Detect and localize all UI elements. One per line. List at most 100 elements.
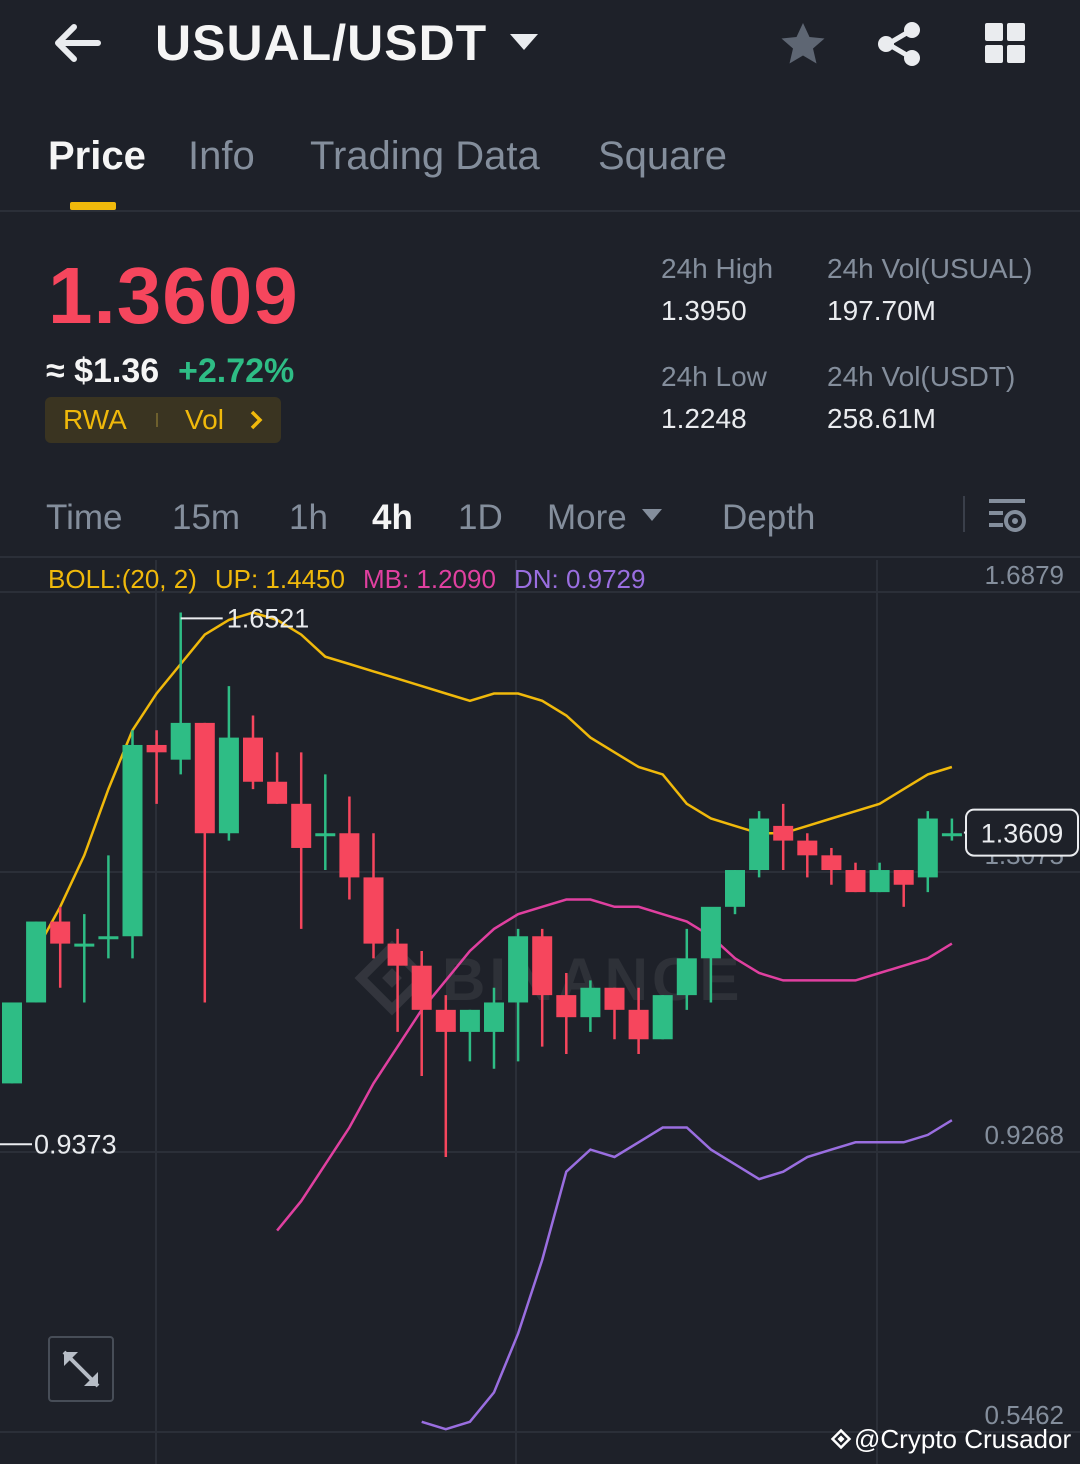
current-price-label: 1.3609 [981,819,1064,849]
candle [435,995,456,1157]
vol-quote-value: 258.61M [827,403,936,434]
current-price-box[interactable] [965,808,1079,857]
candle-body [821,855,842,871]
candle-body [556,995,577,1018]
interval-bar: Time 15m 1h 4h 1D More Depth [0,478,1080,558]
candle-body [98,936,119,940]
caret-down-icon[interactable] [508,30,540,54]
interval-depth[interactable]: Depth [722,498,816,537]
candle [797,833,818,878]
candle [676,928,697,1010]
chart-settings-icon[interactable] [986,494,1030,538]
candle [315,774,336,871]
candle [194,722,215,1003]
candle-body [700,906,721,959]
candle [170,612,191,775]
candle-body [845,870,866,893]
candle [98,855,119,959]
interval-divider [963,496,965,532]
diamond-logo-icon [830,1428,852,1450]
candle-body [893,870,914,885]
high-value: 1.3950 [661,295,747,326]
interval-4h[interactable]: 4h [372,498,413,537]
candle-body [411,965,432,1010]
candle-body [267,781,288,804]
candle [604,987,625,1040]
interval-more[interactable]: More [547,498,627,537]
candle-body [2,1002,22,1084]
tag-vol[interactable]: Vol [185,404,224,435]
star-icon[interactable] [778,20,828,68]
candle-body [218,737,239,834]
candle-body [122,744,143,937]
candle [26,921,47,1003]
back-arrow-icon[interactable] [48,18,104,68]
caret-down-icon[interactable] [640,506,664,524]
candle-body [941,833,962,837]
candle [700,906,721,1003]
candle-body [484,1002,504,1032]
last-price: 1.3609 [48,251,299,340]
boll-name: BOLL:(20, 2) [48,564,197,594]
tab-trading-data[interactable]: Trading Data [310,134,540,178]
boll-upper-line [35,611,953,952]
candle [50,906,71,988]
candle-body [532,936,553,996]
candle-body [26,921,47,1003]
candle-body [580,987,601,1018]
candle-body [773,825,794,841]
low-value: 1.2248 [661,403,747,434]
candle [267,752,288,804]
main-tabs: Price Info Trading Data Square [0,120,1080,212]
expand-icon [62,1350,100,1388]
active-tab-indicator [70,202,116,210]
candle-body [797,840,818,856]
candle [749,811,770,878]
price-chart[interactable]: BINANCE 1.68791.30750.92680.54621.65210.… [0,560,1080,1464]
fullscreen-button[interactable] [48,1336,114,1402]
watermark-text: @Crypto Crusador [854,1424,1072,1454]
boll-legend[interactable]: BOLL:(20, 2) UP: 1.4450 MB: 1.2090 DN: 0.97… [48,564,663,595]
bollinger-bands [35,611,953,1431]
candles [2,612,962,1157]
vol-base-label: 24h Vol(USUAL) [827,253,1033,284]
tab-info[interactable]: Info [188,134,255,178]
candle-body [459,1009,480,1032]
candle [459,1009,480,1062]
tab-square[interactable]: Square [598,134,727,178]
boll-dn: DN: 0.9729 [513,564,646,594]
chevron-right-icon [250,410,263,430]
interval-time[interactable]: Time [46,498,123,537]
grid-icon[interactable] [980,20,1030,68]
tag-pill[interactable]: RWA Vol [45,397,281,443]
boll-mb: MB: 1.2090 [362,564,496,594]
candle [941,818,962,841]
tab-price[interactable]: Price [48,134,146,178]
candle [532,928,553,1047]
interval-15m[interactable]: 15m [172,498,241,537]
candle-body [725,870,745,907]
tag-rwa[interactable]: RWA [63,404,127,435]
vol-base-value: 197.70M [827,295,936,326]
share-icon[interactable] [874,20,924,68]
candle [845,862,866,893]
candle [2,1002,22,1084]
candle [821,847,842,885]
min-price-label: 0.9373 [34,1129,117,1159]
candle [773,803,794,871]
interval-1h[interactable]: 1h [289,498,328,537]
price-change: +2.72% [178,352,295,390]
candle-body [869,870,890,893]
boll-up: UP: 1.4450 [214,564,345,594]
candle [580,980,601,1032]
interval-1d[interactable]: 1D [458,498,503,537]
candle [74,914,95,1003]
pair-title[interactable]: USUAL/USDT [155,15,488,71]
candle [291,752,312,929]
author-watermark: @Crypto Crusador [828,1424,1071,1455]
candle [508,928,529,1062]
candle-body [628,1009,649,1040]
candle-body [917,818,938,878]
candle [556,973,577,1054]
candle [363,833,384,959]
